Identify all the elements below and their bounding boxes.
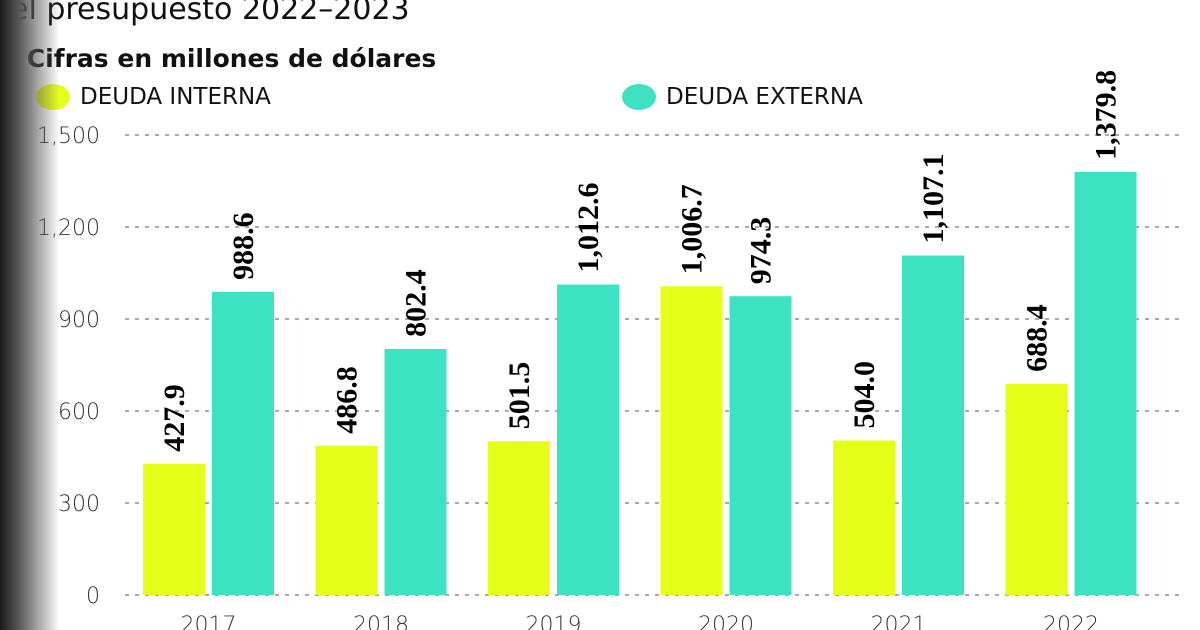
data-label: 1,107.1 xyxy=(917,153,950,243)
x-tick-label: 2022 xyxy=(1043,613,1099,630)
legend-label: DEUDA INTERNA xyxy=(80,84,271,110)
bar-interna xyxy=(315,445,378,595)
data-label: 1,006.7 xyxy=(676,184,709,274)
x-tick-label: 2020 xyxy=(698,613,754,630)
x-tick-label: 2019 xyxy=(526,613,582,630)
y-tick-label: 300 xyxy=(58,492,100,517)
bar-interna xyxy=(660,286,723,595)
data-label: 501.5 xyxy=(503,362,536,430)
x-tick-label: 2018 xyxy=(353,613,409,630)
bar-externa xyxy=(212,291,274,595)
data-label: 504.0 xyxy=(848,361,881,429)
data-label: 1,379.8 xyxy=(1090,70,1123,160)
legend-item-interna: DEUDA INTERNA xyxy=(36,84,271,110)
legend-item-externa: DEUDA EXTERNA xyxy=(622,84,863,110)
units-note: ▶ Cifras en millones de dólares xyxy=(8,44,436,73)
data-label: 988.6 xyxy=(227,212,260,280)
y-tick-label: 1,500 xyxy=(37,124,100,149)
legend-swatch xyxy=(622,84,656,110)
y-tick-label: 0 xyxy=(86,584,100,609)
chart-subtitle: el presupuesto 2022–2023 xyxy=(10,0,410,27)
bar-interna xyxy=(1005,383,1068,595)
data-label: 486.8 xyxy=(331,366,364,434)
data-label: 974.3 xyxy=(745,217,778,285)
bar-externa xyxy=(729,296,792,595)
bar-interna xyxy=(488,441,550,595)
bar-externa xyxy=(902,255,964,596)
data-label: 1,012.6 xyxy=(572,182,605,272)
legend-label: DEUDA EXTERNA xyxy=(666,84,863,110)
data-label: 802.4 xyxy=(400,269,433,337)
bar-externa xyxy=(384,348,447,595)
bar-externa xyxy=(557,284,619,595)
data-label: 688.4 xyxy=(1021,304,1054,372)
bar-externa xyxy=(1074,171,1137,595)
units-note-text: Cifras en millones de dólares xyxy=(26,44,437,73)
y-tick-label: 600 xyxy=(58,400,100,425)
x-tick-label: 2017 xyxy=(181,613,237,630)
bar-interna xyxy=(833,440,895,595)
data-label: 427.9 xyxy=(158,384,191,452)
y-tick-label: 900 xyxy=(58,308,100,333)
y-tick-label: 1,200 xyxy=(37,216,100,241)
x-tick-label: 2021 xyxy=(871,613,927,630)
bar-interna xyxy=(143,463,205,595)
